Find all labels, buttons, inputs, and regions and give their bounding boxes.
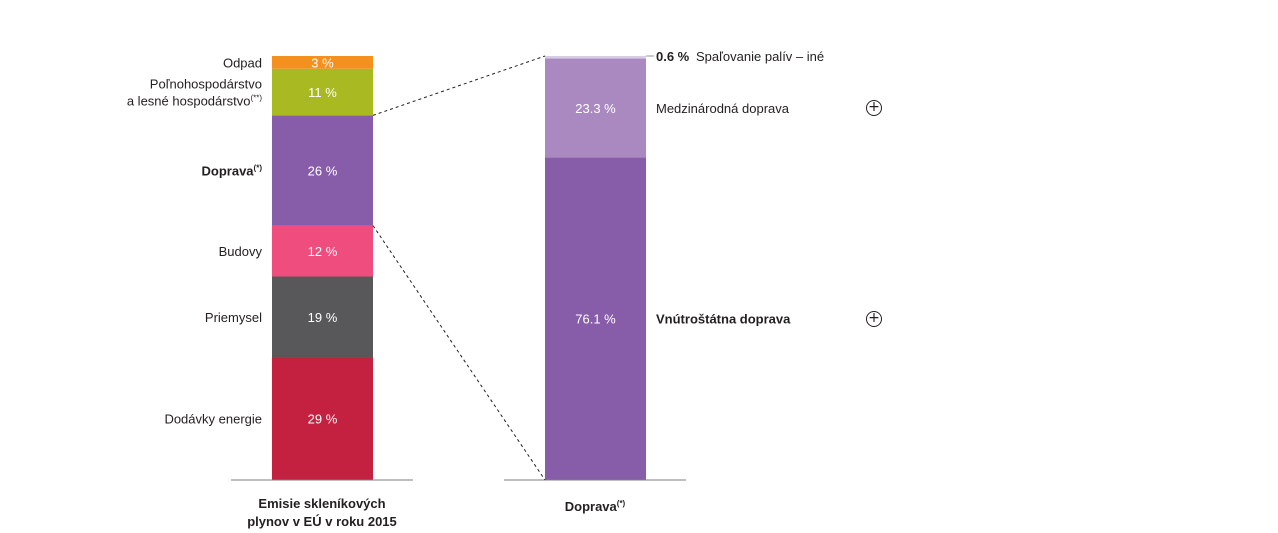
category-label: Vnútroštátna doprava — [656, 312, 791, 327]
bar-value-label: 0.6 % — [656, 49, 690, 64]
bar-value-label: 19 % — [308, 310, 338, 325]
connector-line — [372, 55, 546, 116]
bar-segment-dodavky-energie — [272, 357, 373, 480]
bar-segment-vnutrostatna-doprava — [545, 157, 646, 480]
category-label: Poľnohospodárstvo a lesné hospodárstvo(**… — [127, 77, 262, 109]
bar-segment-medzinarodna-doprava — [545, 58, 646, 158]
bar-value-label: 76.1 % — [575, 312, 616, 327]
category-label: Priemysel — [205, 310, 262, 325]
category-label: Odpad — [223, 55, 262, 70]
bar-value-label: 23.3 % — [575, 101, 616, 116]
bar-segment-doprava — [272, 115, 373, 226]
bar-value-label: 26 % — [308, 163, 338, 178]
bar-segment-budovy — [272, 225, 373, 277]
category-label: Dodávky energie — [164, 412, 262, 427]
bar-value-label: 12 % — [308, 244, 338, 259]
x-axis-label: Emisie skleníkových plynov v EÚ v roku 20… — [247, 496, 397, 529]
category-label: Doprava(*) — [202, 163, 263, 178]
bar-segment-spalovanie-paliv-ine — [545, 56, 646, 59]
category-label: Medzinárodná doprava — [656, 101, 790, 116]
bar-value-label: 11 % — [308, 85, 337, 100]
plus-circle-icon[interactable]: + — [866, 99, 882, 116]
bar-value-label: 3 % — [311, 55, 334, 70]
bar-segment-odpad — [272, 56, 373, 69]
bar-value-label: 29 % — [308, 412, 338, 427]
category-label: Budovy — [219, 244, 263, 259]
plus-circle-icon[interactable]: + — [866, 310, 882, 327]
connector-line — [372, 225, 546, 481]
x-axis-label: Doprava(*) — [565, 499, 626, 514]
bar-segment-polnohospodarstvo — [272, 68, 373, 116]
bar-segment-priemysel — [272, 276, 373, 358]
category-label: Spaľovanie palív – iné — [696, 49, 824, 64]
